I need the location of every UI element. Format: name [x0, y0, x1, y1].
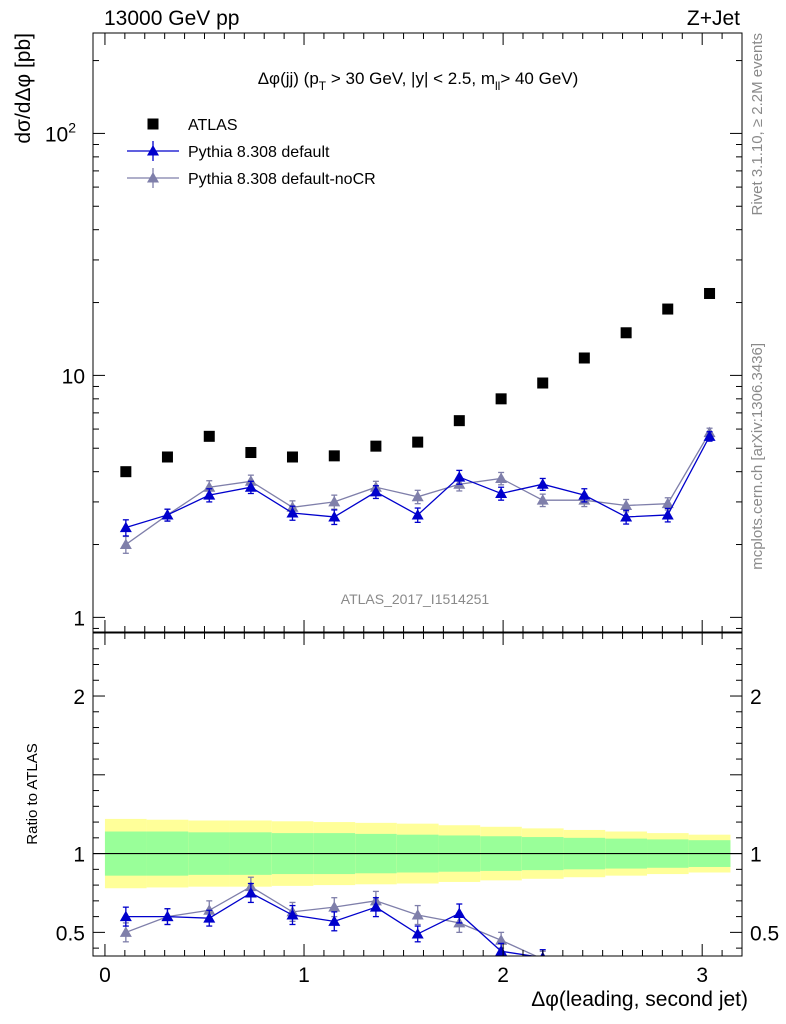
analysis-id: ATLAS_2017_I1514251: [341, 591, 490, 607]
header-left: 13000 GeV pp: [104, 7, 239, 30]
main-y-tick-label: 10: [62, 365, 85, 388]
x-tick-label: 2: [497, 964, 509, 987]
nocr-point: [411, 490, 424, 502]
default-point: [161, 508, 174, 520]
ratio-nocr-point: [620, 975, 632, 986]
main-title: Δφ(jj) (pT > 30 GeV, |y| < 2.5, mll> 40 …: [258, 69, 579, 93]
default-point: [578, 489, 591, 500]
ratio-nocr-point: [203, 904, 216, 915]
legend-label: Pythia 8.308 default: [188, 144, 330, 161]
ratio-nocr-point: [328, 901, 341, 912]
x-tick-label: 3: [696, 964, 708, 987]
default-point: [411, 508, 424, 520]
x-tick-label: 0: [99, 964, 111, 987]
x-tick-label: 1: [298, 964, 310, 987]
main-y-tick-label: 1: [73, 607, 85, 630]
ratio-nocr-point: [578, 964, 590, 975]
ratio-y-tick-label-left: 1: [73, 844, 85, 867]
atlas-point: [537, 377, 549, 389]
atlas-point: [620, 327, 632, 339]
default-point: [620, 510, 633, 522]
ratio-y-tick-label-right: 1: [750, 844, 762, 867]
legend: ATLAS Pythia 8.308 default Pythia 8.308 de…: [127, 117, 376, 188]
default-point: [495, 487, 508, 499]
default-point: [119, 521, 132, 533]
default-point: [203, 489, 216, 500]
ratio-y-tick-label-left: 2: [73, 686, 85, 709]
ratio-default-point: [578, 963, 590, 974]
atlas-point: [161, 451, 173, 463]
default-point: [453, 471, 466, 482]
atlas-point: [412, 436, 424, 448]
default-point: [369, 485, 382, 497]
atlas-point: [578, 352, 590, 364]
atlas-point: [370, 440, 382, 452]
nocr-point: [495, 472, 508, 483]
axes: 1 10 102 0 1 2 3 0.5 0.5 1 1 2 2: [45, 32, 779, 987]
default-point: [661, 508, 674, 520]
ratio-y-tick-label-right: 2: [750, 686, 762, 709]
ratio-y-axis-label: Ratio to ATLAS: [24, 743, 41, 844]
default-point: [536, 478, 549, 489]
legend-label: Pythia 8.308 default-noCR: [188, 171, 376, 188]
legend-marker: [147, 145, 159, 156]
ratio-default-point: [161, 910, 174, 922]
ratio-frame: [92, 632, 743, 957]
atlas-point: [245, 447, 257, 459]
main-y-axis-label: dσ/dΔφ [pb]: [12, 33, 35, 144]
header-right: Z+Jet: [687, 7, 740, 30]
rivet-info: Rivet 3.1.10, ≥ 2.2M events: [749, 33, 766, 216]
ratio-default-point: [119, 910, 132, 922]
default-point: [286, 506, 299, 518]
ratio-default-point: [453, 907, 466, 918]
ratio-default-point: [369, 901, 382, 912]
mcplots-info: mcplots.cern.ch [arXiv:1306.3436]: [749, 343, 766, 570]
legend-marker: [147, 172, 159, 183]
nocr-point: [119, 538, 132, 550]
nocr-point: [328, 495, 341, 507]
ratio-nocr-point: [495, 934, 508, 945]
ratio-default-point: [203, 912, 216, 923]
default-point: [328, 510, 341, 522]
atlas-point: [453, 415, 465, 427]
atlas-point: [704, 287, 716, 299]
nocr-point: [620, 499, 633, 510]
ratio-y-tick-label-left: 0.5: [56, 922, 85, 945]
atlas-point: [662, 303, 674, 315]
legend-label: ATLAS: [188, 117, 238, 134]
ratio-series: [119, 876, 632, 986]
main-frame: [92, 32, 743, 633]
main-series: [119, 287, 716, 554]
ratio-uncertainty-bands: [93, 818, 742, 889]
ratio-default-point: [411, 927, 424, 939]
default-point: [244, 481, 257, 492]
ratio-nocr-point: [411, 909, 424, 920]
main-y-tick-label: 102: [45, 119, 76, 146]
atlas-point: [495, 393, 507, 405]
atlas-point: [203, 430, 215, 442]
ratio-default-point: [286, 909, 299, 920]
atlas-point: [120, 466, 132, 478]
ratio-default-point: [328, 915, 341, 926]
nocr-point: [536, 494, 549, 505]
ratio-default-point: [495, 945, 508, 956]
atlas-point: [286, 451, 298, 463]
ratio-y-tick-label-right: 0.5: [750, 922, 779, 945]
ratio-default-point: [244, 886, 257, 898]
nocr-point: [661, 497, 674, 509]
nocr-point: [244, 475, 257, 486]
legend-atlas-marker: [147, 118, 159, 130]
atlas-point: [328, 450, 340, 462]
ratio-nocr-point: [119, 926, 132, 937]
x-axis-label: Δφ(leading, second jet): [531, 988, 748, 1011]
default-point: [703, 430, 716, 441]
